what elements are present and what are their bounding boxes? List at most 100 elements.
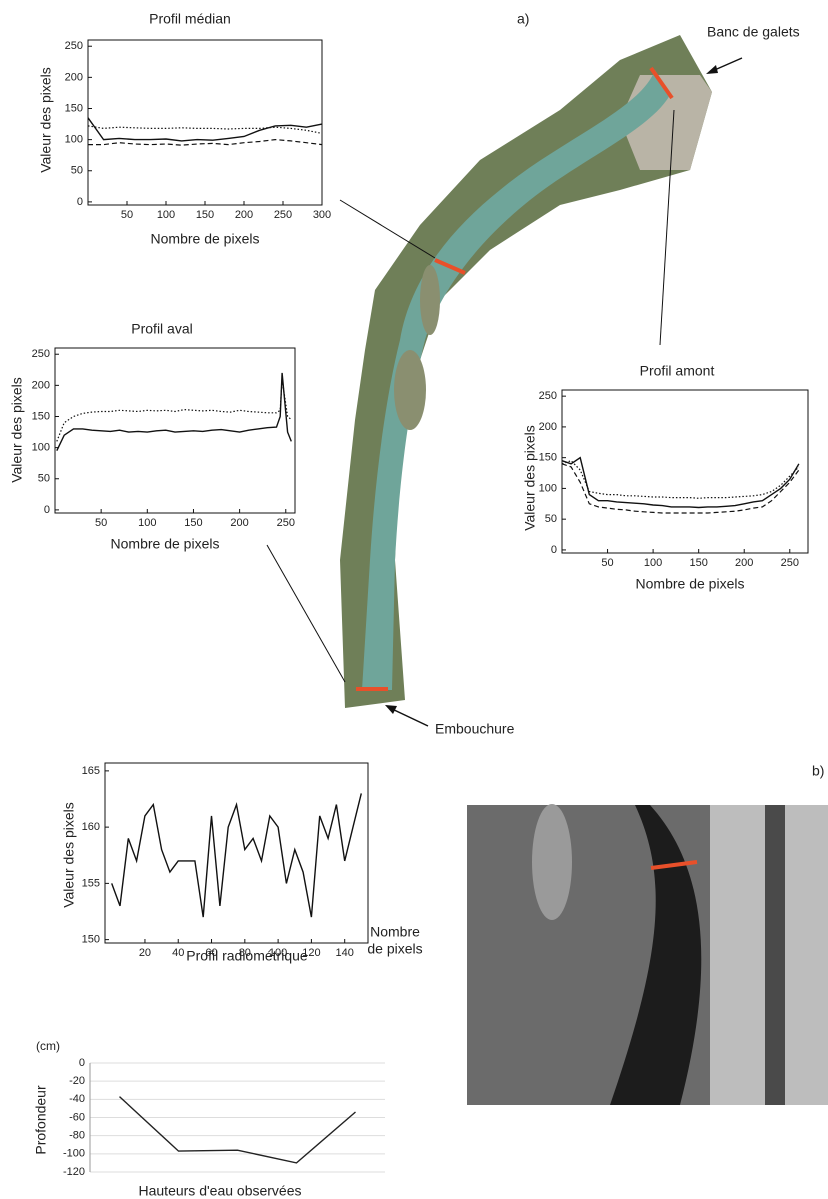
panel-label: b) <box>812 763 824 779</box>
x-tick-label: 50 <box>95 517 107 529</box>
panel-label: a) <box>517 11 529 27</box>
data-line <box>119 1096 356 1164</box>
y-axis-label: Valeur des pixels <box>9 377 25 483</box>
plot-frame <box>104 762 369 944</box>
chart-title: Profil amont <box>640 363 715 379</box>
data-line <box>561 456 800 509</box>
y-axis-label: Profondeur <box>33 1085 49 1155</box>
x-tick-label: 200 <box>735 557 753 569</box>
y-tick-label: 160 <box>82 821 100 833</box>
x-axis-label: de pixels <box>367 941 422 957</box>
x-tick-label: 80 <box>239 947 251 959</box>
x-tick-label: 100 <box>157 209 175 221</box>
x-tick-label: 140 <box>336 947 354 959</box>
arrowhead <box>706 65 718 74</box>
chart-title: Profil radiométrique <box>186 948 308 964</box>
annotation: Banc de galets <box>707 24 800 40</box>
clearing <box>532 804 572 920</box>
y-tick-label: 0 <box>44 504 50 516</box>
annotation: Embouchure <box>435 721 515 737</box>
x-tick-label: 250 <box>277 517 295 529</box>
chart-title: Profil aval <box>131 321 192 337</box>
y-tick-label: 200 <box>65 71 83 83</box>
y-axis-label: Valeur des pixels <box>61 802 77 908</box>
y-axis-label: Valeur des pixels <box>38 67 54 173</box>
profile-line <box>434 258 466 275</box>
data-line <box>87 117 323 142</box>
leader-line <box>266 544 346 683</box>
y-tick-label: 100 <box>539 482 557 494</box>
data-line <box>56 379 292 442</box>
x-tick-label: 50 <box>121 209 133 221</box>
y-tick-label: 250 <box>65 40 83 52</box>
y-tick-label: 0 <box>551 544 557 556</box>
x-tick-label: 250 <box>781 557 799 569</box>
y-tick-label: 200 <box>32 379 50 391</box>
x-axis-label: Nombre de pixels <box>111 536 220 552</box>
profile-line <box>649 66 674 100</box>
x-tick-label: 100 <box>644 557 662 569</box>
y-axis-label: Valeur des pixels <box>522 425 538 531</box>
x-tick-label: 150 <box>196 209 214 221</box>
arrow <box>389 707 429 727</box>
y-tick-label: 150 <box>32 410 50 422</box>
y-tick-label: 150 <box>539 452 557 464</box>
y-tick-label: 150 <box>65 102 83 114</box>
x-tick-label: 50 <box>601 557 613 569</box>
river <box>610 805 702 1105</box>
y-tick-label: 155 <box>82 877 100 889</box>
x-tick-label: 200 <box>235 209 253 221</box>
data-line <box>111 793 362 918</box>
plot-frame <box>561 389 809 554</box>
y-tick-label: 100 <box>32 442 50 454</box>
x-tick-label: 250 <box>274 209 292 221</box>
data-line <box>56 372 292 452</box>
x-axis-label: Nombre de pixels <box>151 231 260 247</box>
x-tick-label: 60 <box>205 947 217 959</box>
x-tick-label: 150 <box>184 517 202 529</box>
arrowhead <box>385 705 397 714</box>
x-tick-label: 300 <box>313 209 331 221</box>
y-tick-label: -120 <box>63 1166 85 1178</box>
y-tick-label: -80 <box>69 1130 85 1142</box>
y-tick-label: -60 <box>69 1111 85 1123</box>
x-tick-label: 100 <box>269 947 287 959</box>
y-tick-label: 50 <box>545 513 557 525</box>
y-unit: (cm) <box>36 1039 60 1053</box>
plot-frame <box>87 39 323 206</box>
x-axis-label: Nombre de pixels <box>636 576 745 592</box>
y-tick-label: 200 <box>539 421 557 433</box>
y-tick-label: -40 <box>69 1093 85 1105</box>
y-tick-label: 0 <box>77 196 83 208</box>
chart-title: Profil médian <box>149 11 231 27</box>
y-tick-label: -20 <box>69 1075 85 1087</box>
plot-frame <box>54 347 296 514</box>
island <box>420 265 440 335</box>
y-tick-label: 165 <box>82 765 100 777</box>
chart-title: Hauteurs d'eau observées <box>139 1183 302 1199</box>
data-line <box>88 138 323 146</box>
y-tick-label: -100 <box>63 1148 85 1160</box>
x-tick-label: 20 <box>139 947 151 959</box>
island <box>394 350 426 430</box>
road <box>765 805 785 1105</box>
river <box>362 70 670 690</box>
x-tick-label: 100 <box>138 517 156 529</box>
x-tick-label: 200 <box>230 517 248 529</box>
x-tick-label: 40 <box>172 947 184 959</box>
x-axis-label: Nombre <box>370 924 420 940</box>
data-line <box>561 463 800 514</box>
x-tick-label: 120 <box>302 947 320 959</box>
y-tick-label: 100 <box>65 134 83 146</box>
y-tick-label: 150 <box>82 934 100 946</box>
profile-line <box>650 860 698 870</box>
data-line <box>87 125 323 134</box>
leader-line <box>659 109 675 346</box>
y-tick-label: 250 <box>539 390 557 402</box>
y-tick-label: 50 <box>71 165 83 177</box>
y-tick-label: 50 <box>38 473 50 485</box>
y-tick-label: 0 <box>79 1057 85 1069</box>
y-tick-label: 250 <box>32 348 50 360</box>
